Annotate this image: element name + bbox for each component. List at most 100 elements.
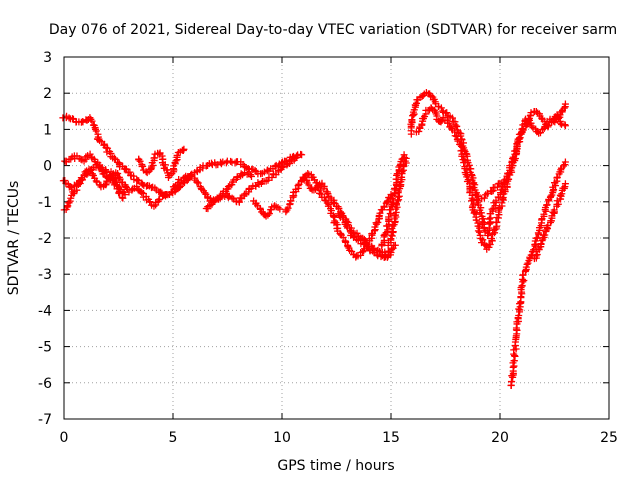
data-point xyxy=(287,197,295,205)
x-tick-label: 5 xyxy=(169,430,178,446)
data-point xyxy=(241,162,249,170)
data-point xyxy=(460,152,468,160)
data-point xyxy=(161,161,169,169)
series-track-s xyxy=(530,180,569,263)
data-point xyxy=(491,225,499,233)
series-track-b xyxy=(61,150,170,210)
series-track-q xyxy=(478,176,508,203)
data-point xyxy=(510,155,518,163)
data-point xyxy=(510,352,518,360)
data-point xyxy=(91,125,99,133)
data-point xyxy=(528,122,536,130)
data-point xyxy=(488,187,496,195)
data-point xyxy=(547,192,555,200)
data-point xyxy=(443,109,451,117)
data-point xyxy=(402,154,410,162)
data-point xyxy=(504,175,512,183)
data-point xyxy=(278,164,286,172)
data-point xyxy=(561,122,569,130)
data-point xyxy=(561,180,569,188)
data-point xyxy=(525,115,533,123)
axis-ticks: 0 5 10 15 20 25 -7 -6 -5 -4 -3 -2 -1 0 1 2 3 xyxy=(38,50,618,446)
data-point xyxy=(209,198,217,206)
chart-title: Day 076 of 2021, Sidereal Day-to-day VTE… xyxy=(49,22,617,38)
data-point xyxy=(485,215,493,223)
data-points xyxy=(59,89,569,390)
series-track-e xyxy=(135,145,188,182)
data-point xyxy=(323,199,331,207)
data-point xyxy=(116,190,124,198)
data-point xyxy=(400,151,408,159)
series-track-l xyxy=(334,210,395,262)
series-track-h xyxy=(202,169,255,213)
data-point xyxy=(284,204,292,212)
data-point xyxy=(556,191,564,199)
series-track-n xyxy=(384,154,410,249)
data-point xyxy=(94,135,102,143)
data-point xyxy=(389,222,397,230)
data-point xyxy=(560,162,568,170)
data-point xyxy=(294,182,302,190)
data-point xyxy=(102,144,110,151)
data-point xyxy=(64,202,72,210)
data-point xyxy=(118,193,126,201)
data-point xyxy=(224,193,232,201)
y-tick-label: -6 xyxy=(38,376,52,392)
data-point xyxy=(172,157,180,165)
data-point xyxy=(233,174,241,182)
data-point xyxy=(162,191,170,199)
grid xyxy=(64,57,609,419)
data-point xyxy=(376,209,384,217)
series-track-p xyxy=(412,104,569,253)
plot-frame xyxy=(63,56,610,420)
data-point xyxy=(447,123,455,131)
data-point xyxy=(133,182,141,190)
data-point xyxy=(86,150,94,158)
data-point xyxy=(76,177,84,185)
data-point xyxy=(146,198,154,206)
data-point xyxy=(92,177,100,185)
data-point xyxy=(493,183,501,191)
data-point xyxy=(111,154,119,162)
data-point xyxy=(398,168,406,176)
data-point xyxy=(516,134,524,142)
data-point xyxy=(228,194,236,202)
data-point xyxy=(310,186,318,194)
data-point xyxy=(384,197,392,205)
data-point xyxy=(550,206,558,214)
data-point xyxy=(264,211,272,219)
data-point xyxy=(194,179,202,187)
series-track-f xyxy=(169,150,306,191)
data-point xyxy=(532,252,540,260)
data-point xyxy=(515,311,523,319)
data-point xyxy=(480,194,488,202)
data-point xyxy=(139,162,147,170)
y-tick-label: -7 xyxy=(38,412,52,428)
data-point xyxy=(554,114,562,122)
data-point xyxy=(437,118,445,126)
data-point xyxy=(119,194,127,202)
data-point xyxy=(279,163,287,171)
data-point xyxy=(475,228,483,236)
data-point xyxy=(188,172,196,180)
data-point xyxy=(298,151,306,159)
data-point xyxy=(460,159,468,167)
data-point xyxy=(395,192,403,200)
data-point xyxy=(201,189,209,197)
y-tick-label: -1 xyxy=(38,195,52,211)
data-point xyxy=(408,116,416,124)
data-point xyxy=(391,241,399,249)
data-point xyxy=(454,137,462,145)
data-point xyxy=(291,154,299,162)
data-point xyxy=(240,190,248,198)
data-point xyxy=(388,195,396,203)
x-tick-label: 20 xyxy=(491,430,509,446)
data-point xyxy=(527,109,535,117)
data-point xyxy=(193,178,201,186)
data-point xyxy=(237,170,245,178)
x-tick-label: 15 xyxy=(382,430,400,446)
data-point xyxy=(561,158,569,166)
data-point xyxy=(486,241,494,249)
y-tick-label: 1 xyxy=(43,122,52,138)
data-point xyxy=(415,127,423,135)
